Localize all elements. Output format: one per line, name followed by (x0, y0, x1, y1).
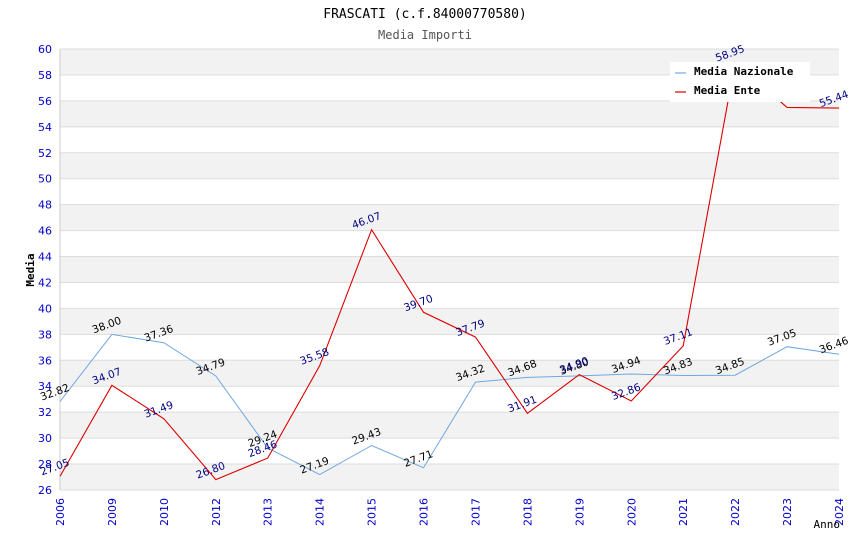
x-axis-label: Anno (814, 518, 841, 531)
y-tick-label: 30 (38, 432, 52, 445)
series-lines (59, 61, 840, 481)
x-tick-label: 2010 (158, 498, 171, 526)
y-tick-label: 40 (38, 302, 52, 315)
y-tick-label: 26 (38, 484, 52, 497)
x-tick-label: 2023 (781, 498, 794, 526)
chart-subtitle: Media Importi (378, 28, 472, 42)
y-tick-label: 42 (38, 276, 52, 289)
y-tick-label: 46 (38, 225, 52, 238)
grid-bands (60, 49, 839, 490)
x-tick-label: 2015 (366, 498, 379, 526)
grid-band (60, 100, 839, 127)
y-tick-label: 34 (38, 380, 52, 393)
grid-band (60, 464, 839, 490)
x-tick-label: 2012 (210, 498, 223, 526)
x-tick-label: 2019 (573, 498, 586, 526)
legend-label-media-nazionale: Media Nazionale (694, 65, 794, 78)
y-tick-label: 38 (38, 328, 52, 341)
legend: Media Nazionale Media Ente (670, 62, 810, 102)
x-tick-label: 2013 (262, 498, 275, 526)
legend-box (670, 62, 810, 102)
x-tick-label: 2017 (469, 498, 482, 526)
x-tick-label: 2022 (729, 498, 742, 526)
grid-band (60, 308, 839, 335)
grid-lines (60, 48, 839, 491)
y-tick-label: 58 (38, 69, 52, 82)
y-tick-label: 56 (38, 95, 52, 108)
grid-band (60, 152, 839, 179)
legend-label-media-ente: Media Ente (694, 84, 761, 97)
x-axis-ticks: 2006 2009 2010 2012 2013 2014 2015 2016 2017 2018… (54, 498, 846, 526)
x-tick-label: 2021 (677, 498, 690, 526)
data-label-media-nazionale: 36.46 (818, 335, 850, 357)
x-tick-label: 2006 (54, 498, 67, 526)
y-tick-label: 50 (38, 173, 52, 186)
x-tick-label: 2020 (625, 498, 638, 526)
grid-band (60, 256, 839, 283)
series-line-media-nazionale (59, 333, 840, 476)
x-tick-label: 2016 (418, 498, 431, 526)
grid-band (60, 360, 839, 387)
x-tick-label: 2014 (314, 498, 327, 526)
x-tick-label: 2018 (521, 498, 534, 526)
y-tick-label: 48 (38, 199, 52, 212)
y-axis-ticks: 26 28 30 32 34 36 38 40 42 44 46 48 50 52 54 56 58 60 (38, 43, 52, 497)
y-tick-label: 36 (38, 354, 52, 367)
chart-title: FRASCATI (c.f.84000770580) (323, 7, 527, 22)
y-tick-label: 32 (38, 406, 52, 419)
x-tick-label: 2024 (833, 498, 846, 526)
grid-band (60, 204, 839, 231)
y-axis-label: Media (24, 253, 37, 286)
y-tick-label: 54 (38, 121, 52, 134)
y-tick-label: 28 (38, 458, 52, 471)
y-tick-label: 44 (38, 251, 52, 264)
y-tick-label: 60 (38, 43, 52, 56)
y-tick-label: 52 (38, 147, 52, 160)
series-line-media-ente (59, 61, 840, 481)
x-tick-label: 2009 (106, 498, 119, 526)
